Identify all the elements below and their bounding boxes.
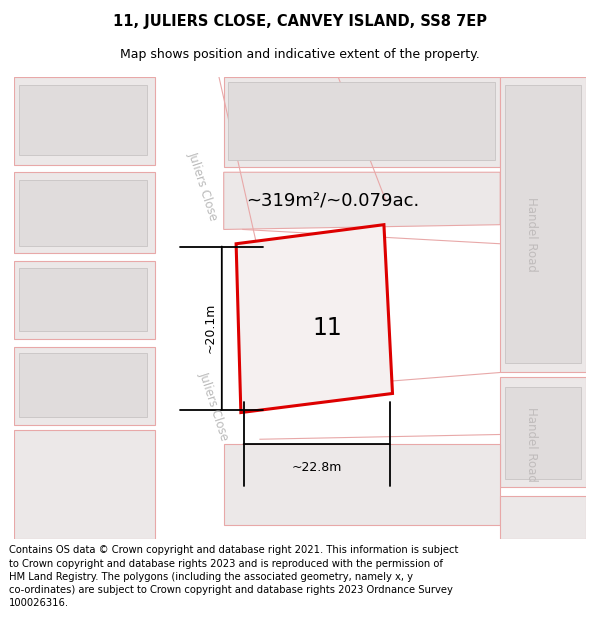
Text: ~319m²/~0.079ac.: ~319m²/~0.079ac. <box>245 192 419 210</box>
Polygon shape <box>14 347 155 425</box>
Text: ~22.8m: ~22.8m <box>292 461 342 474</box>
Text: 11, JULIERS CLOSE, CANVEY ISLAND, SS8 7EP: 11, JULIERS CLOSE, CANVEY ISLAND, SS8 7E… <box>113 14 487 29</box>
Polygon shape <box>19 84 148 155</box>
Polygon shape <box>229 82 496 160</box>
Text: 11: 11 <box>313 316 343 340</box>
Polygon shape <box>19 353 148 418</box>
Polygon shape <box>500 77 562 539</box>
Polygon shape <box>14 261 155 339</box>
Polygon shape <box>19 180 148 246</box>
Text: Map shows position and indicative extent of the property.: Map shows position and indicative extent… <box>120 48 480 61</box>
Polygon shape <box>500 496 586 539</box>
Polygon shape <box>224 77 500 168</box>
Polygon shape <box>505 387 581 479</box>
Text: Juliers Close: Juliers Close <box>185 151 220 222</box>
Text: Handel Road: Handel Road <box>525 197 538 272</box>
Polygon shape <box>505 84 581 363</box>
Polygon shape <box>19 268 148 331</box>
Text: Juliers Close: Juliers Close <box>197 369 232 442</box>
Text: ~20.1m: ~20.1m <box>204 303 217 353</box>
Polygon shape <box>224 173 500 229</box>
Polygon shape <box>224 444 500 525</box>
Text: Contains OS data © Crown copyright and database right 2021. This information is : Contains OS data © Crown copyright and d… <box>9 545 458 608</box>
Polygon shape <box>236 224 392 412</box>
Polygon shape <box>255 244 374 392</box>
Polygon shape <box>500 77 586 372</box>
Polygon shape <box>14 77 155 164</box>
Text: Handel Road: Handel Road <box>525 407 538 481</box>
Polygon shape <box>14 173 155 253</box>
Polygon shape <box>500 378 586 487</box>
Polygon shape <box>162 77 257 539</box>
Polygon shape <box>14 430 155 539</box>
